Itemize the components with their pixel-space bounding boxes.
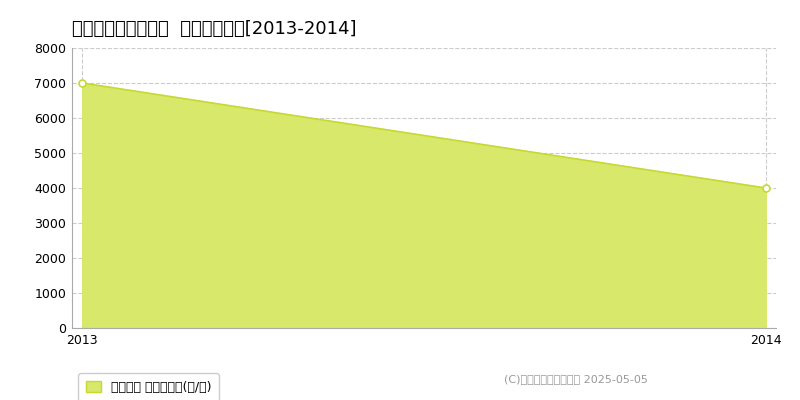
Text: (C)土地価格ドットコム 2025-05-05: (C)土地価格ドットコム 2025-05-05 [504,374,648,384]
Legend: 林地価格 平均坪単価(円/坪): 林地価格 平均坪単価(円/坪) [78,374,218,400]
Text: うるま市与那城西原  林地価格推移[2013-2014]: うるま市与那城西原 林地価格推移[2013-2014] [72,20,357,38]
